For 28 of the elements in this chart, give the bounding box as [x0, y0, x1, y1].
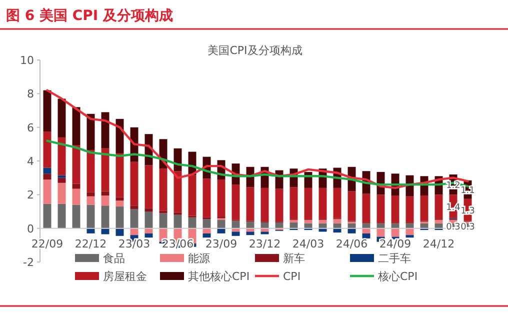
- legend-label: 房屋租金: [103, 270, 147, 283]
- y-tick-label: 8: [27, 88, 34, 101]
- x-tick-label: 24/06: [336, 237, 368, 250]
- x-tick-label: 24/12: [422, 237, 455, 250]
- legend-label: 能源: [188, 252, 210, 265]
- x-tick-label: 23/09: [205, 237, 238, 250]
- x-tick-label: 24/03: [292, 237, 324, 250]
- x-tick-label: 22/09: [31, 237, 64, 250]
- y-tick-label: 0: [27, 222, 34, 236]
- legend-label: 食品: [103, 252, 125, 265]
- y-tick-label: -2: [23, 256, 34, 269]
- chart-title: 图 6 美国 CPI 及分项构成: [6, 7, 173, 24]
- legend-label: 核心CPI: [377, 270, 418, 283]
- y-tick-label: 6: [27, 121, 34, 134]
- chart-subtitle: 美国CPI及分项构成: [208, 44, 302, 57]
- y-tick-label: 4: [27, 155, 34, 168]
- legend-label: 二手车: [378, 252, 411, 265]
- x-tick-label: 23/12: [248, 237, 281, 250]
- y-tick-label: 10: [20, 54, 34, 67]
- data-label: 0.3: [460, 222, 475, 232]
- legend-label: 其他核心CPI: [188, 270, 250, 283]
- legend-label: 新车: [283, 252, 305, 265]
- y-tick-label: 2: [27, 188, 34, 202]
- data-label: 0.3: [446, 222, 460, 232]
- legend-label: CPI: [283, 270, 301, 283]
- x-tick-label: 23/03: [118, 237, 150, 250]
- x-tick-label: 22/12: [74, 237, 107, 250]
- x-tick-label: 24/09: [379, 237, 412, 250]
